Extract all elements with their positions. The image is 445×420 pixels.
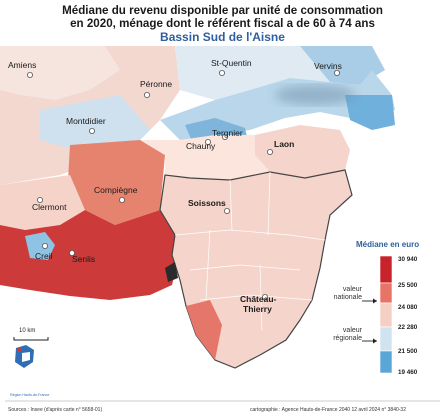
label-senlis: Senlis bbox=[72, 254, 95, 264]
scale-bar bbox=[13, 337, 49, 341]
region-logo bbox=[15, 345, 34, 368]
marker-chateau-thierry bbox=[261, 293, 268, 300]
marker-soissons bbox=[223, 207, 230, 214]
marker-senlis bbox=[69, 249, 76, 256]
background-clermont bbox=[0, 175, 85, 230]
background-north-west bbox=[0, 46, 120, 100]
background-laon-pink bbox=[255, 125, 350, 178]
background-vervins-blue bbox=[345, 95, 395, 130]
label-compiegne: Compiègne bbox=[94, 185, 138, 195]
background-light-center bbox=[140, 135, 270, 180]
background-north-east bbox=[300, 46, 385, 85]
marker-vervins bbox=[333, 70, 340, 77]
dark-patch bbox=[165, 262, 178, 282]
label-chateau-thierry-1: Château- bbox=[240, 294, 277, 304]
legend-break-5: 21 500 bbox=[398, 348, 418, 355]
label-chauny: Chauny bbox=[186, 141, 216, 151]
legend-class-1 bbox=[379, 255, 393, 284]
legend-break-6: 19 460 bbox=[398, 369, 418, 376]
marker-chauny bbox=[204, 138, 211, 145]
legend-title: Médiane en euro bbox=[356, 240, 420, 249]
marker-montdidier bbox=[89, 127, 96, 134]
marker-tergnier bbox=[221, 133, 228, 140]
background-compiegne bbox=[68, 140, 165, 225]
logo-text: Région Hauts-de-France bbox=[10, 393, 50, 397]
footer-credits: cartographie : Agence Hauts-de-France 20… bbox=[250, 407, 406, 413]
arrow-nationale-head bbox=[373, 298, 377, 304]
marker-peronne bbox=[143, 92, 150, 99]
footer-sources: Sources : Insee (d'après carte n° 5658-0… bbox=[8, 407, 103, 413]
label-peronne: Péronne bbox=[140, 79, 172, 89]
marker-amiens bbox=[26, 72, 33, 79]
label-amiens: Amiens bbox=[8, 60, 36, 70]
arrow-regionale-head bbox=[373, 338, 377, 344]
title-line-2: en 2020, ménage dont le référent fiscal … bbox=[70, 17, 375, 30]
label-vervins: Vervins bbox=[314, 61, 342, 71]
legend-break-3: 24 080 bbox=[398, 304, 418, 311]
background-oise-center bbox=[40, 95, 150, 150]
legend-break-1: 30 940 bbox=[398, 256, 418, 263]
study-area-internal-borders bbox=[174, 171, 326, 331]
town-markers bbox=[26, 70, 340, 300]
legend-colorbar bbox=[379, 255, 393, 374]
label-st-quentin: St-Quentin bbox=[211, 58, 252, 68]
legend-class-4 bbox=[379, 326, 393, 352]
legend-class-3 bbox=[379, 302, 393, 328]
legend-break-4: 22 280 bbox=[398, 324, 418, 331]
legend-break-2: 25 500 bbox=[398, 282, 418, 289]
map-subtitle: Bassin Sud de l'Aisne bbox=[160, 30, 285, 44]
marker-creil bbox=[42, 242, 49, 249]
legend-class-2 bbox=[379, 282, 393, 304]
marker-st-quentin bbox=[218, 70, 225, 77]
label-soissons: Soissons bbox=[188, 198, 226, 208]
scale-label: 10 km bbox=[19, 328, 36, 334]
haze bbox=[275, 85, 355, 105]
marker-compiegne bbox=[119, 196, 126, 203]
label-creil: Creil bbox=[35, 251, 53, 261]
label-clermont: Clermont bbox=[32, 202, 67, 212]
legend-valeur-regionale: valeur régionale bbox=[333, 327, 362, 342]
title-line-1: Médiane du revenu disponible par unité d… bbox=[62, 4, 383, 17]
marker-laon bbox=[266, 148, 273, 155]
label-tergnier: Tergnier bbox=[212, 128, 243, 138]
label-montdidier: Montdidier bbox=[66, 116, 106, 126]
study-area-pink-south bbox=[186, 300, 222, 360]
legend-valeur-nationale: valeur nationale bbox=[333, 286, 362, 301]
map-title: Médiane du revenu disponible par unité d… bbox=[0, 4, 445, 30]
label-chateau-thierry-2: Thierry bbox=[243, 304, 272, 314]
region-creil bbox=[25, 232, 55, 260]
legend-class-5 bbox=[379, 350, 393, 374]
choropleth-map: Amiens Péronne St-Quentin Vervins Montdi… bbox=[0, 46, 440, 402]
label-laon: Laon bbox=[274, 139, 294, 149]
marker-clermont bbox=[37, 196, 44, 203]
